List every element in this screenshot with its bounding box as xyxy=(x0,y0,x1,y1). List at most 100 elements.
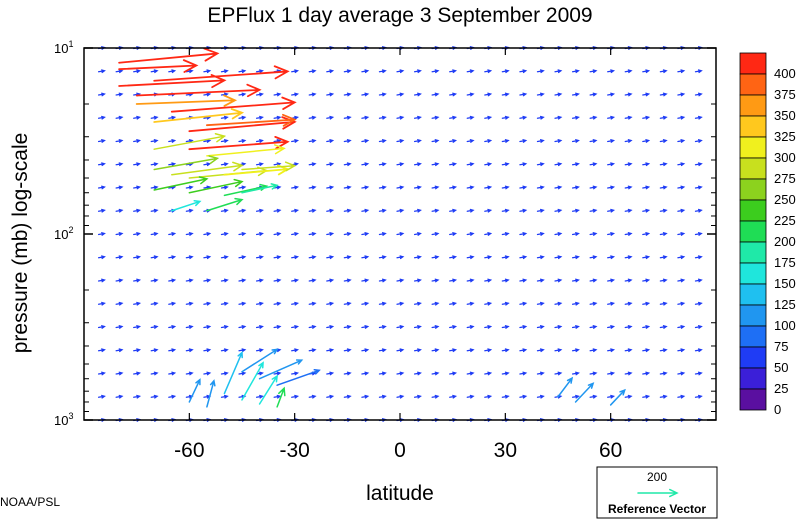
background-vector-mark xyxy=(589,325,598,329)
background-vector-mark xyxy=(343,301,352,306)
background-vector-mark xyxy=(694,348,703,353)
background-vector-mark xyxy=(185,185,194,190)
background-vector-mark xyxy=(220,232,229,236)
background-vector-mark xyxy=(431,232,440,236)
background-vector-mark xyxy=(220,301,229,306)
background-vector-mark xyxy=(220,371,229,376)
background-vector-mark xyxy=(326,162,335,167)
background-vector-mark xyxy=(571,232,580,236)
background-vector-mark xyxy=(484,115,493,120)
background-vector-mark xyxy=(536,162,545,167)
background-vector-mark xyxy=(413,92,422,97)
colorbar-tick-label: 225 xyxy=(774,213,796,228)
background-vector-mark xyxy=(431,278,440,283)
background-vector-mark xyxy=(413,208,422,213)
background-vector-mark xyxy=(255,301,264,306)
background-vector-mark xyxy=(554,92,563,97)
flux-vector xyxy=(258,359,304,380)
background-vector-mark xyxy=(624,301,633,306)
background-vector-mark xyxy=(431,301,440,306)
flux-vector xyxy=(574,382,595,403)
background-vector-mark xyxy=(220,278,229,283)
background-vector-mark xyxy=(449,348,458,353)
background-vector-mark xyxy=(642,255,651,260)
background-vector-mark xyxy=(343,255,352,260)
background-vector-mark xyxy=(273,115,282,120)
background-vector-mark xyxy=(255,278,264,283)
flux-vector xyxy=(170,96,297,113)
background-vector-mark xyxy=(133,301,142,306)
background-vector-mark xyxy=(396,394,405,399)
x-tick-label: -30 xyxy=(279,439,309,462)
background-vector-mark xyxy=(642,185,651,190)
background-vector-mark xyxy=(466,232,475,236)
background-vector-mark xyxy=(168,348,177,353)
background-vector-mark xyxy=(361,348,370,353)
background-vector-mark xyxy=(308,139,317,143)
background-vector-mark xyxy=(97,139,106,143)
background-vector-mark xyxy=(133,394,142,399)
background-vector-mark xyxy=(589,394,598,399)
flux-vector xyxy=(241,183,279,194)
background-vector-mark xyxy=(554,162,563,167)
background-vector-mark xyxy=(291,139,300,143)
background-vector-mark xyxy=(571,255,580,260)
background-vector-mark xyxy=(484,69,493,74)
background-vector-mark xyxy=(238,69,247,74)
background-vector-mark xyxy=(413,394,422,399)
background-vector-mark xyxy=(607,208,616,213)
background-vector-mark xyxy=(133,348,142,353)
background-vector-mark xyxy=(677,115,686,120)
background-vector-mark xyxy=(642,278,651,283)
background-vector-mark xyxy=(361,394,370,399)
background-vector-mark xyxy=(431,139,440,143)
colorbar-swatch xyxy=(739,283,767,306)
background-vector-mark xyxy=(133,208,142,213)
background-vector-mark xyxy=(659,325,668,329)
background-vector-mark xyxy=(396,115,405,120)
background-vector-mark xyxy=(97,208,106,213)
background-vector-mark xyxy=(168,69,177,74)
background-vector-mark xyxy=(115,162,124,167)
background-vector-mark xyxy=(501,371,510,376)
background-vector-mark xyxy=(291,348,300,353)
colorbar-swatch xyxy=(739,325,767,348)
background-vector-mark xyxy=(326,139,335,143)
background-vector-mark xyxy=(536,371,545,376)
flux-vector xyxy=(557,376,574,398)
background-vector-mark xyxy=(220,394,229,399)
background-vector-mark xyxy=(589,371,598,376)
background-vector-mark xyxy=(115,232,124,236)
background-vector-mark xyxy=(255,162,264,167)
background-vector-mark xyxy=(677,348,686,353)
background-vector-mark xyxy=(378,69,387,74)
colorbar-swatch xyxy=(739,241,767,264)
reference-vector-box: 200 Reference Vector xyxy=(596,466,718,519)
background-vector-mark xyxy=(378,139,387,143)
background-vector-mark xyxy=(607,394,616,399)
background-vector-mark xyxy=(571,301,580,306)
x-axis-ticks: -60 -30 0 30 60 xyxy=(174,48,622,462)
background-vector-mark xyxy=(133,371,142,376)
background-vector-mark xyxy=(326,69,335,74)
background-vector-mark xyxy=(519,301,528,306)
credit-label: NOAA/PSL xyxy=(0,495,60,509)
flux-vector xyxy=(153,176,209,191)
background-vector-mark xyxy=(624,371,633,376)
background-vector-mark xyxy=(466,185,475,190)
background-vector-mark xyxy=(484,348,493,353)
background-vector-mark xyxy=(343,232,352,236)
background-vector-mark xyxy=(220,115,229,120)
background-vector-mark xyxy=(343,185,352,190)
background-vector-mark xyxy=(642,232,651,236)
y-tick-label: 103 xyxy=(54,411,73,428)
colorbar-tick-label: 200 xyxy=(774,234,796,249)
background-vector-mark xyxy=(308,394,317,399)
background-vector-mark xyxy=(273,232,282,236)
background-vector-mark xyxy=(150,162,159,167)
background-vector-mark xyxy=(378,208,387,213)
colorbar-tick-label: 150 xyxy=(774,276,796,291)
colorbar: 4003753503253002752502252001751501251007… xyxy=(739,52,796,417)
background-vector-mark xyxy=(291,185,300,190)
background-vector-mark xyxy=(203,301,212,306)
